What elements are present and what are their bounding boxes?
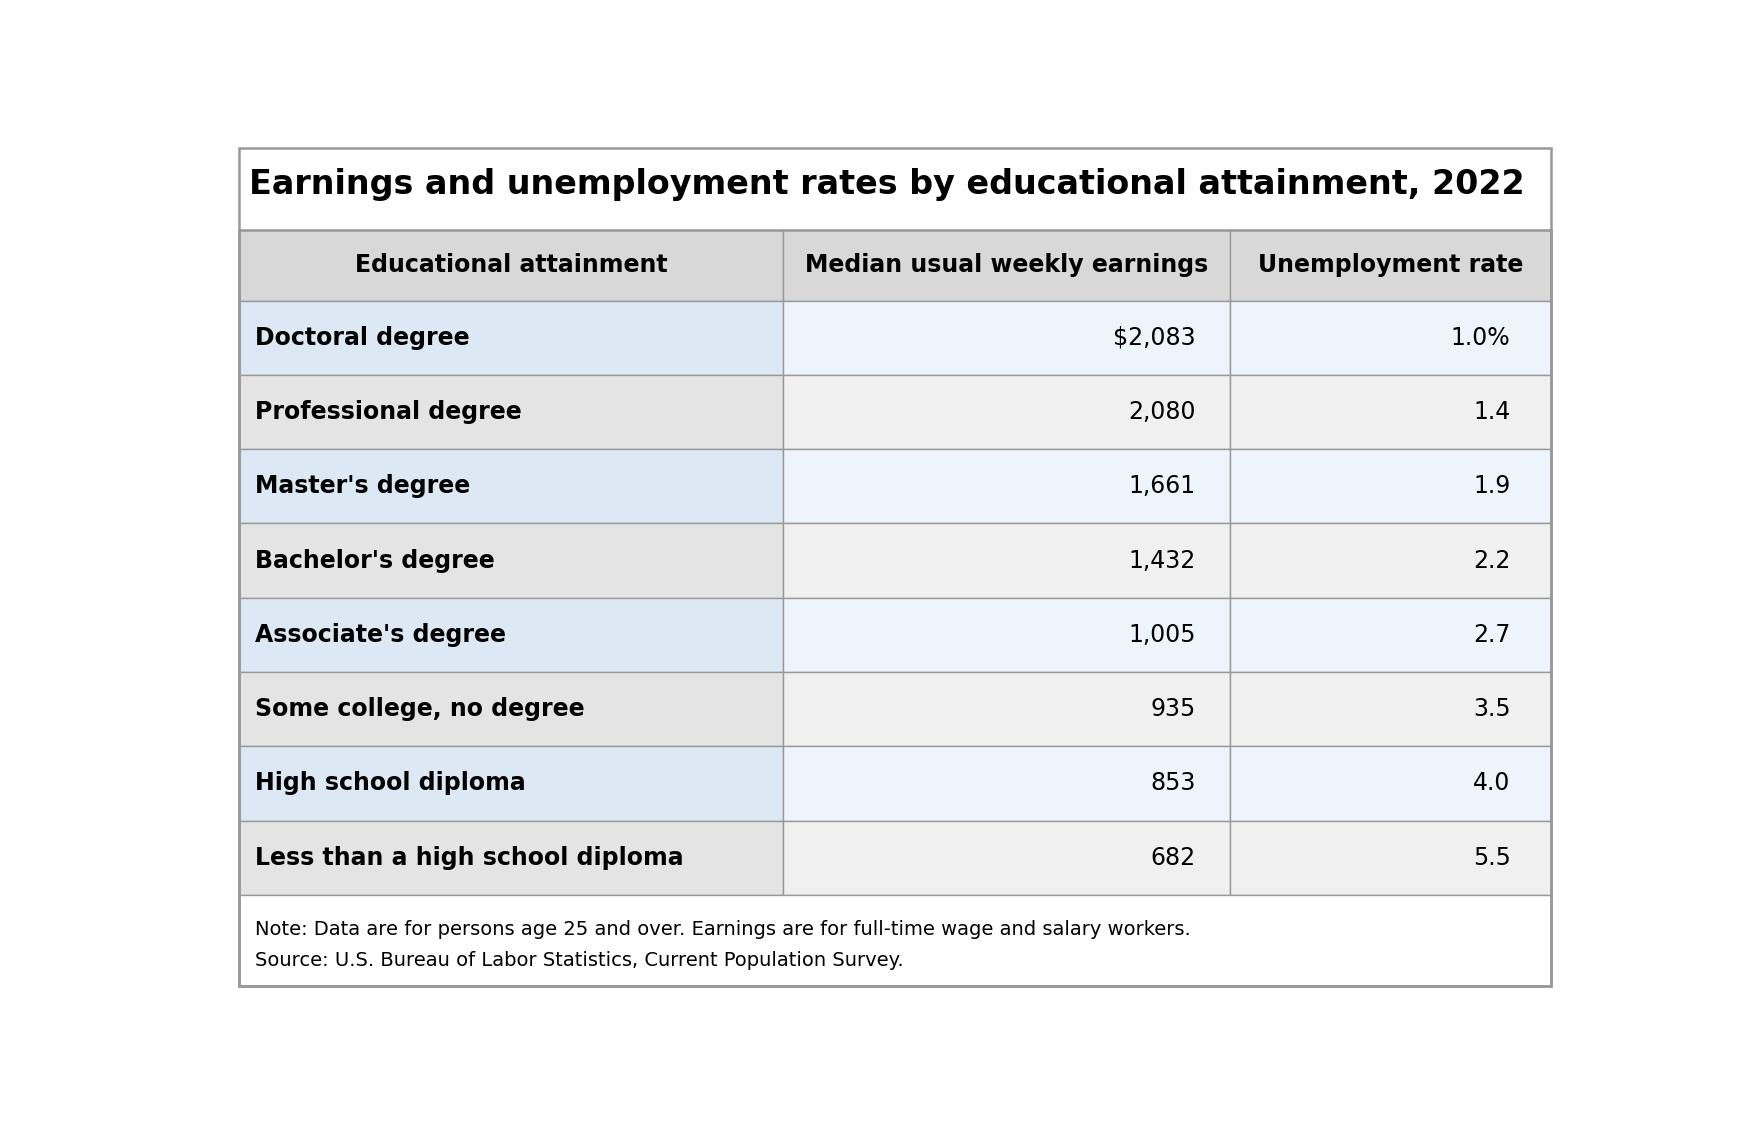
Text: Less than a high school diploma: Less than a high school diploma xyxy=(255,846,683,870)
Text: 3.5: 3.5 xyxy=(1474,697,1510,721)
Bar xyxy=(239,301,784,375)
Bar xyxy=(239,230,784,301)
Text: 935: 935 xyxy=(1151,697,1196,721)
Text: Unemployment rate: Unemployment rate xyxy=(1257,254,1523,277)
Bar xyxy=(1229,820,1550,895)
Text: 4.0: 4.0 xyxy=(1474,772,1510,795)
Text: Earnings and unemployment rates by educational attainment, 2022: Earnings and unemployment rates by educa… xyxy=(250,168,1524,201)
Text: 2,080: 2,080 xyxy=(1128,399,1196,424)
Text: 1.0%: 1.0% xyxy=(1451,325,1510,350)
Text: Master's degree: Master's degree xyxy=(255,475,470,498)
Bar xyxy=(239,449,784,523)
Bar xyxy=(239,672,784,746)
Text: 5.5: 5.5 xyxy=(1472,846,1510,870)
Bar xyxy=(1229,449,1550,523)
Bar xyxy=(239,523,784,598)
Bar xyxy=(239,820,784,895)
Bar xyxy=(784,672,1229,746)
Text: 682: 682 xyxy=(1151,846,1196,870)
Bar xyxy=(239,598,784,672)
Bar xyxy=(784,375,1229,449)
Bar xyxy=(239,230,1550,985)
Bar xyxy=(239,895,1550,985)
Text: Bachelor's degree: Bachelor's degree xyxy=(255,549,494,572)
Bar xyxy=(1229,523,1550,598)
Bar xyxy=(784,449,1229,523)
Bar xyxy=(239,375,784,449)
Bar xyxy=(784,301,1229,375)
Bar xyxy=(239,148,1550,230)
Bar xyxy=(1229,746,1550,820)
Bar xyxy=(784,820,1229,895)
Text: Some college, no degree: Some college, no degree xyxy=(255,697,585,721)
Text: 1.9: 1.9 xyxy=(1474,475,1510,498)
Text: Associate's degree: Associate's degree xyxy=(255,623,506,647)
Text: Professional degree: Professional degree xyxy=(255,399,522,424)
Text: Doctoral degree: Doctoral degree xyxy=(255,325,470,350)
Text: 853: 853 xyxy=(1151,772,1196,795)
Text: 1,005: 1,005 xyxy=(1128,623,1196,647)
Bar xyxy=(784,746,1229,820)
Text: 2.7: 2.7 xyxy=(1474,623,1510,647)
Bar xyxy=(784,523,1229,598)
Bar xyxy=(784,230,1229,301)
Text: Note: Data are for persons age 25 and over. Earnings are for full-time wage and : Note: Data are for persons age 25 and ov… xyxy=(255,920,1191,939)
Text: Median usual weekly earnings: Median usual weekly earnings xyxy=(805,254,1208,277)
Text: $2,083: $2,083 xyxy=(1112,325,1196,350)
Bar xyxy=(1229,230,1550,301)
Text: High school diploma: High school diploma xyxy=(255,772,526,795)
Text: 2.2: 2.2 xyxy=(1474,549,1510,572)
Text: Educational attainment: Educational attainment xyxy=(354,254,667,277)
Bar xyxy=(1229,301,1550,375)
Text: 1,432: 1,432 xyxy=(1128,549,1196,572)
Text: 1.4: 1.4 xyxy=(1474,399,1510,424)
Text: Source: U.S. Bureau of Labor Statistics, Current Population Survey.: Source: U.S. Bureau of Labor Statistics,… xyxy=(255,950,903,969)
Bar xyxy=(784,598,1229,672)
Bar xyxy=(1229,375,1550,449)
Bar xyxy=(239,746,784,820)
Bar xyxy=(1229,672,1550,746)
Bar xyxy=(1229,598,1550,672)
Text: 1,661: 1,661 xyxy=(1128,475,1196,498)
